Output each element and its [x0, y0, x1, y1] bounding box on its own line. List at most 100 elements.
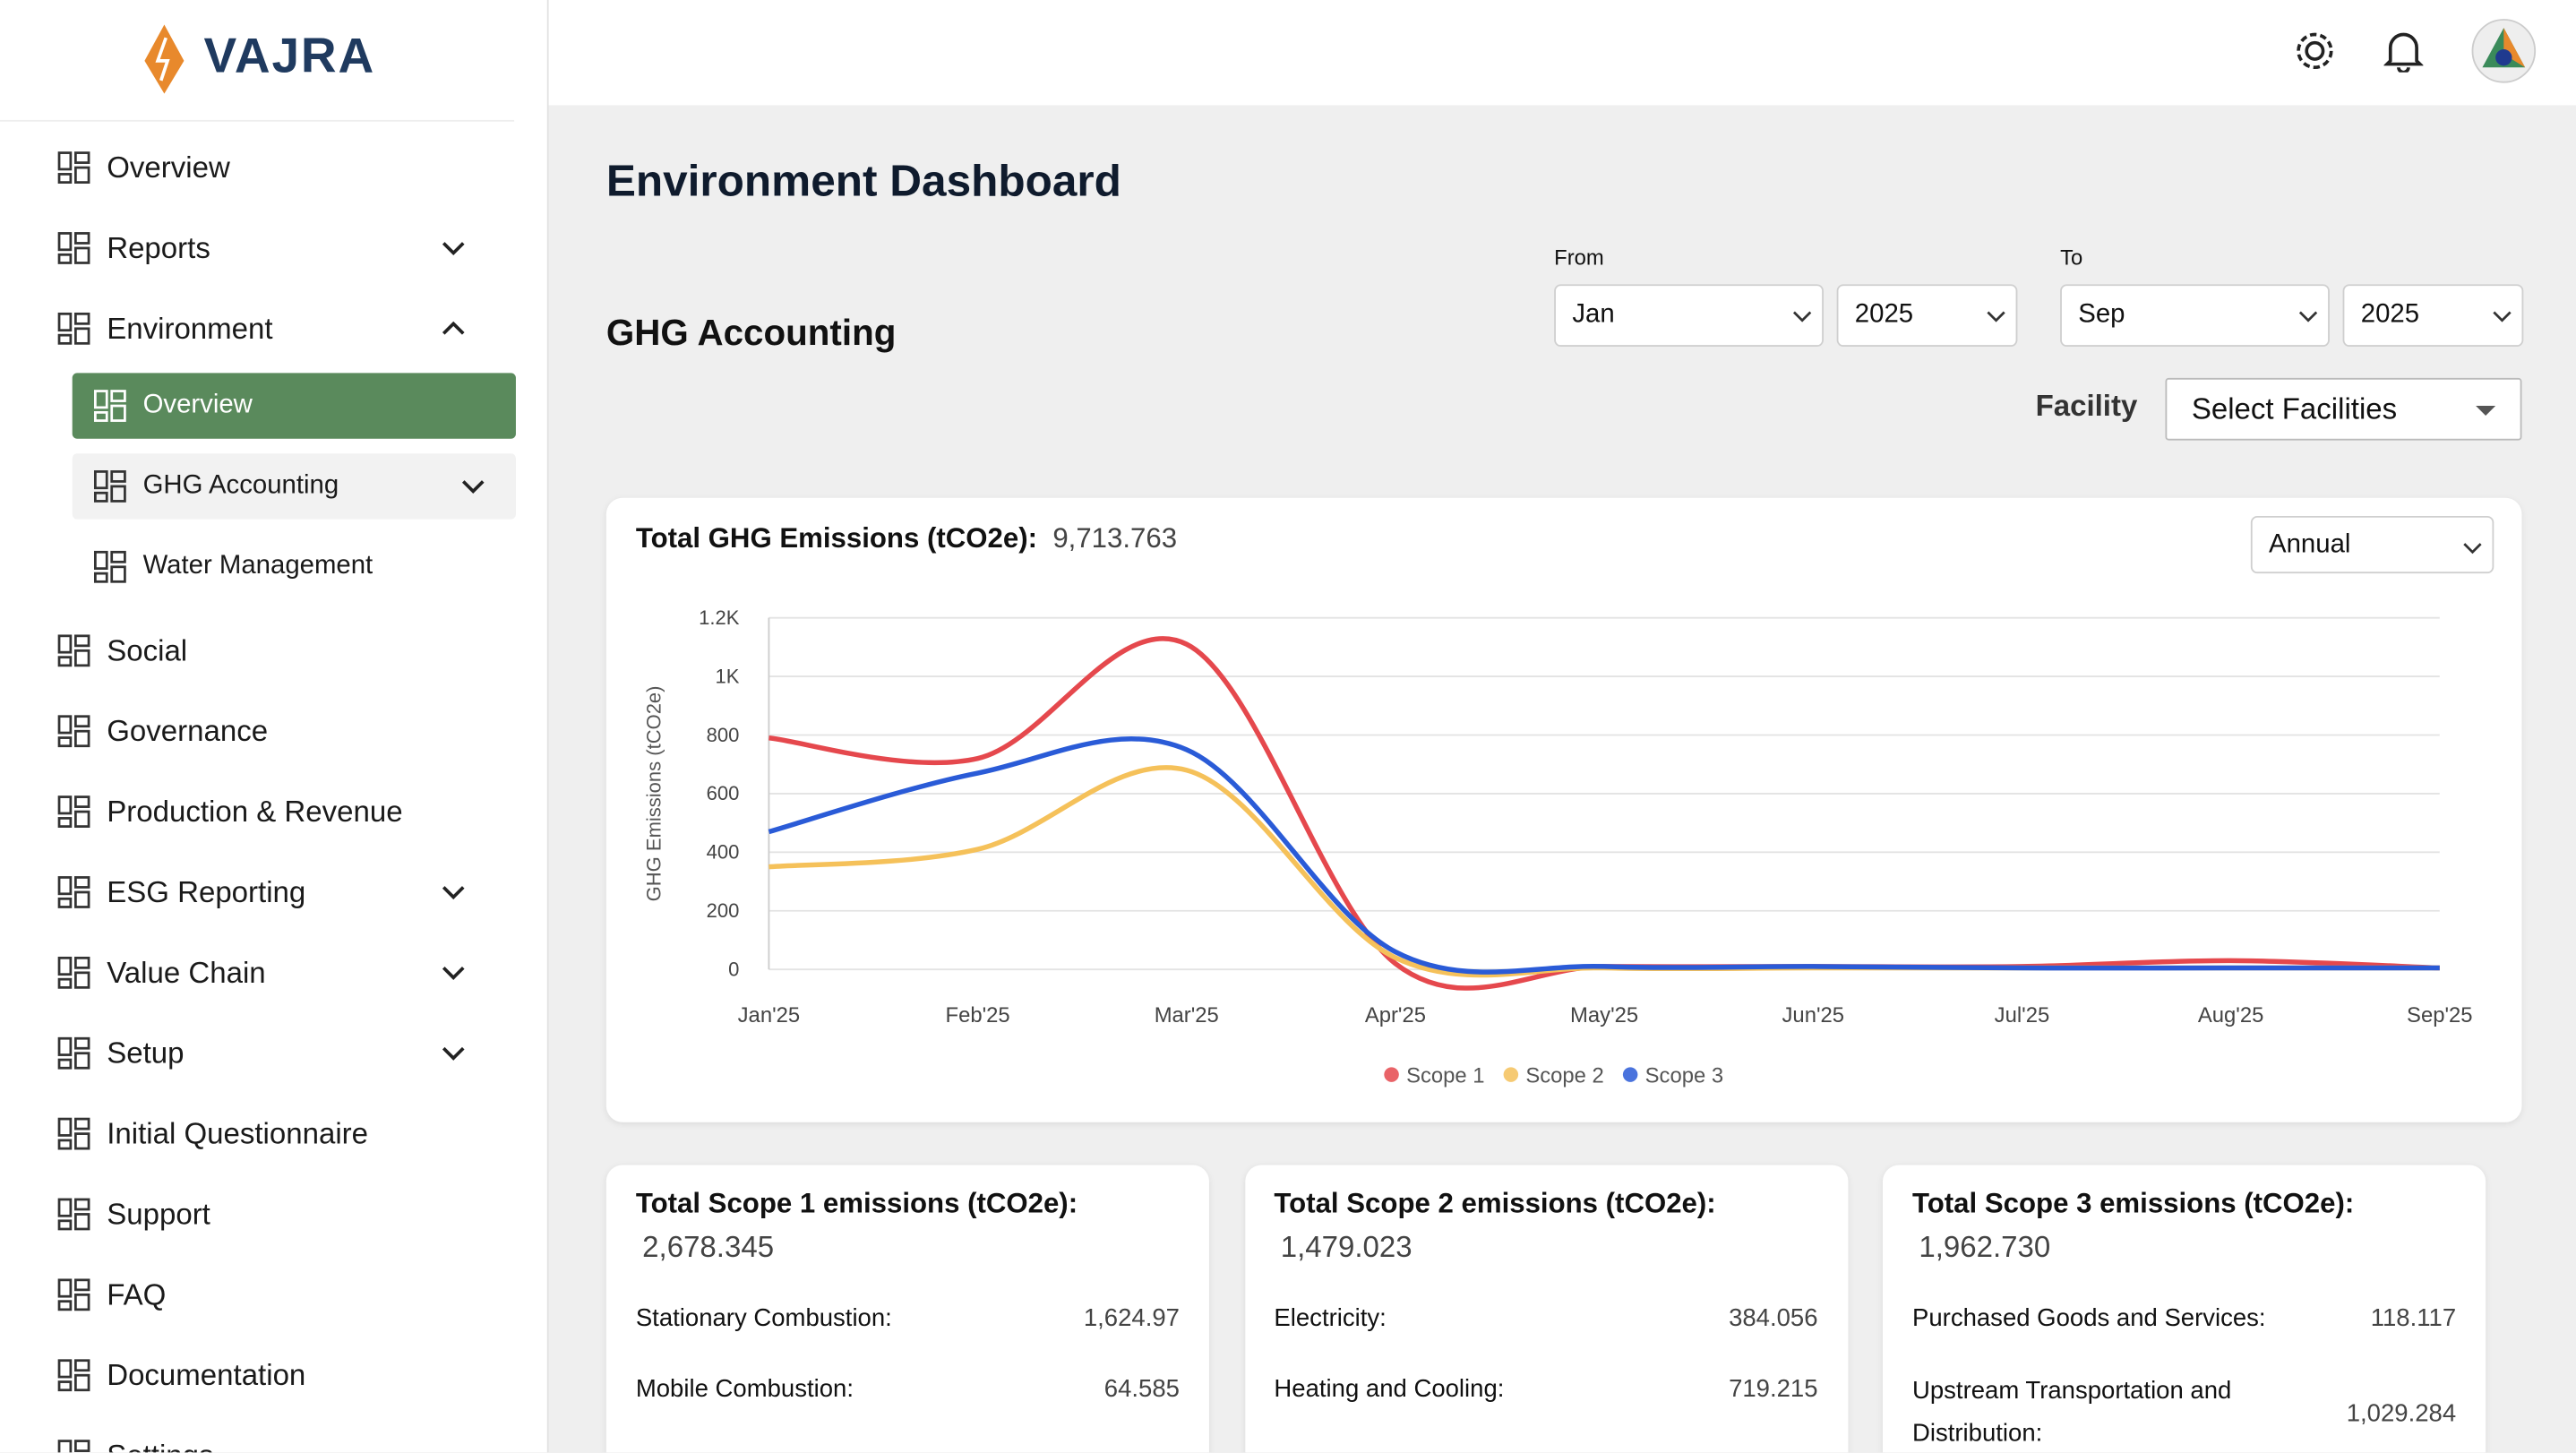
value: 2025 [1854, 300, 1914, 329]
period-select[interactable]: Annual [2250, 515, 2494, 574]
nav-item[interactable]: Documentation [56, 1343, 467, 1408]
row-value: 64.585 [1103, 1374, 1180, 1403]
nav-item[interactable]: Setup [56, 1020, 467, 1086]
icon-shape [57, 897, 73, 908]
nav-item[interactable]: Overview [56, 134, 467, 200]
icon-shape [110, 485, 126, 503]
facility-label: Facility [2035, 389, 2138, 423]
nav-item[interactable]: Social [56, 618, 467, 684]
icon-shape [57, 736, 73, 748]
legend-label: Scope 1 [1406, 1064, 1484, 1088]
card-row: Stationary Combustion: 1,624.97 [636, 1300, 1180, 1336]
icon-shape [73, 890, 90, 908]
icon-shape [73, 1359, 90, 1372]
to-year[interactable]: 2025 [2342, 284, 2524, 348]
icon-shape [57, 312, 73, 332]
nav-item[interactable]: Reports [56, 215, 467, 280]
legend-dot [1384, 1067, 1399, 1082]
page-title: Environment Dashboard [605, 156, 1121, 206]
icon-shape [94, 390, 108, 409]
nav-label: Production & Revenue [107, 794, 403, 828]
icon [57, 956, 90, 989]
nav-label: Documentation [107, 1357, 306, 1391]
to-label: To [2060, 245, 2083, 270]
nav-label: Environment [107, 311, 273, 345]
icon [57, 715, 90, 748]
x-tick-label: May'25 [1570, 1003, 1638, 1027]
chevron [442, 242, 465, 256]
icon-shape [73, 649, 90, 667]
sub-nav-item[interactable]: Overview [72, 373, 516, 439]
chart-title: Total GHG Emissions (tCO2e): [635, 522, 1037, 555]
icon-shape [73, 246, 90, 264]
summary-card: Total Scope 3 emissions (tCO2e): 1,962.73… [1882, 1165, 2486, 1453]
row-label: Stationary Combustion: [635, 1303, 892, 1332]
sub-nav-item[interactable]: Water Management [73, 534, 516, 599]
nav-item[interactable]: Value Chain [56, 940, 467, 1005]
icon-shape [110, 404, 126, 422]
icon-shape [73, 729, 90, 748]
icon-shape [73, 166, 90, 184]
bell-icon[interactable] [2383, 30, 2424, 73]
legend-dot [1503, 1067, 1519, 1082]
chart: 0 200 400 600 800 1K 1.2K GHG Emissions (tCO2e)… [642, 606, 2472, 1088]
chevron [1987, 311, 2005, 322]
chevron-shape [442, 967, 465, 980]
icon [57, 232, 90, 264]
nav-item[interactable]: Support [56, 1182, 467, 1247]
to-month[interactable]: Sep [2060, 284, 2330, 348]
card-row: Upstream Transportation and Distribution… [1912, 1371, 2456, 1453]
chevron [442, 1046, 465, 1061]
icon [94, 550, 126, 583]
icon-shape [73, 232, 90, 245]
from-month[interactable]: Jan [1554, 284, 1824, 348]
avatar[interactable] [2471, 18, 2537, 83]
nav-item[interactable]: Settings [56, 1423, 467, 1453]
icon-shape [57, 1278, 73, 1298]
brand: VAJRA [203, 30, 376, 84]
row-label: Upstream Transportation and Distribution… [1912, 1377, 2232, 1448]
chart-total: 9,713.763 [1052, 522, 1178, 555]
legend-label: Scope 3 [1645, 1064, 1723, 1088]
icon-shape [73, 1117, 90, 1131]
row-label: Mobile Combustion: [635, 1374, 854, 1403]
top-bar [548, 0, 2576, 106]
value: 2025 [2360, 300, 2420, 329]
icon-shape [57, 876, 73, 896]
icon-shape [73, 634, 90, 648]
chevron-shape [442, 321, 465, 335]
icon-shape [73, 876, 90, 889]
nav-label: Reports [107, 230, 210, 264]
nav-item[interactable]: Production & Revenue [56, 778, 467, 844]
legend-dot [1622, 1067, 1638, 1082]
settings-icon[interactable] [2292, 28, 2338, 73]
icon-shape [57, 1036, 73, 1056]
chevron-shape [461, 480, 485, 494]
chevron [2463, 543, 2482, 555]
icon-shape [73, 1198, 90, 1211]
nav-item[interactable]: Environment [56, 296, 467, 361]
nav-label: FAQ [107, 1277, 167, 1311]
series-line [768, 736, 2440, 975]
nav-item[interactable]: ESG Reporting [56, 859, 467, 924]
row-value: 118.117 [2370, 1303, 2457, 1332]
nav-item[interactable]: Governance [56, 699, 467, 764]
icon [57, 1036, 90, 1070]
icon-shape [110, 470, 126, 483]
facility-select[interactable]: Select Facilities [2165, 377, 2522, 441]
nav-item[interactable]: Initial Questionnaire [56, 1101, 467, 1166]
icon-shape [57, 715, 73, 735]
x-tick-label: Jul'25 [1995, 1003, 2050, 1027]
value: Jan [1572, 300, 1615, 329]
from-year[interactable]: 2025 [1836, 284, 2018, 348]
nav-label: Initial Questionnaire [107, 1116, 369, 1150]
nav-item[interactable]: FAQ [56, 1262, 467, 1328]
icon-shape [73, 1052, 90, 1070]
icon-shape [94, 411, 108, 422]
sub-nav-item[interactable]: GHG Accounting [72, 453, 516, 520]
x-tick-label: Feb'25 [946, 1003, 1010, 1027]
chart-card: Total GHG Emissions (tCO2e): 9,713.763 A… [605, 497, 2522, 1122]
chevron-shape [442, 1046, 465, 1061]
